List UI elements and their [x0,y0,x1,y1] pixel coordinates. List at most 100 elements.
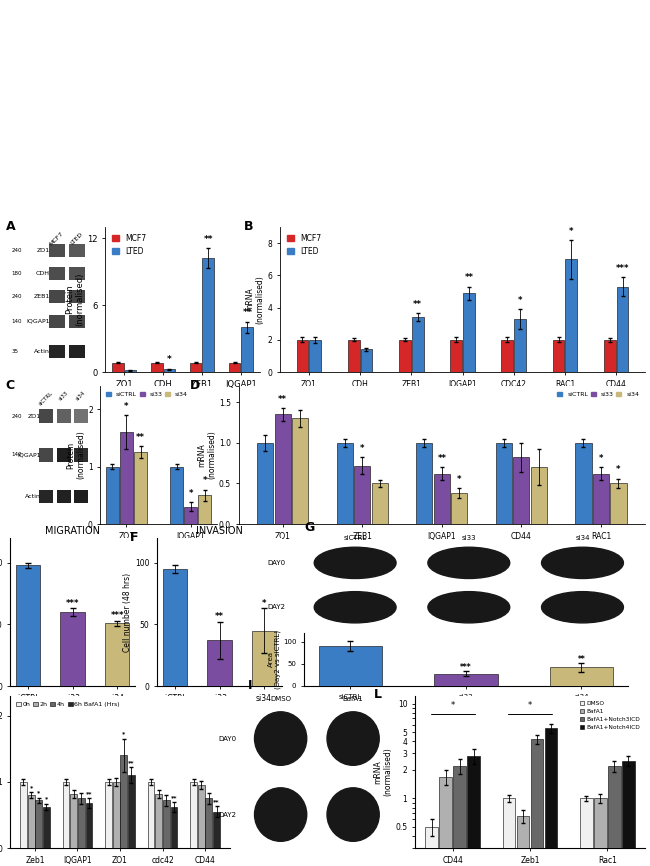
Text: **: ** [136,433,145,443]
Text: IQGAP1: IQGAP1 [18,453,41,457]
Legend: DMSO, BafA1, BafA1+Notch3ICD, BafA1+Notch4ICD: DMSO, BafA1, BafA1+Notch3ICD, BafA1+Notc… [577,699,642,733]
Bar [242,327,253,372]
Bar [49,314,65,327]
Y-axis label: mRNA
(normalised): mRNA (normalised) [373,747,393,797]
Bar [151,363,162,372]
Text: **: ** [242,308,252,318]
Bar [434,674,498,686]
Text: *: * [203,476,207,485]
Bar [608,766,621,866]
Bar [74,410,88,423]
Bar [125,371,136,372]
Text: 35: 35 [12,349,19,354]
Bar [198,785,205,848]
Bar [467,756,480,866]
Text: *: * [518,296,523,305]
Bar [68,243,84,256]
Bar [434,474,450,524]
Circle shape [428,547,510,578]
Circle shape [314,591,396,623]
Text: **: ** [413,300,423,309]
Text: ***: *** [616,263,629,273]
Text: 3: 3 [252,839,255,844]
Text: L: L [374,688,382,701]
Bar [257,443,273,524]
Text: C: C [6,379,15,392]
Bar [49,346,65,359]
Legend: MCF7, LTED: MCF7, LTED [284,231,324,259]
Bar [57,489,71,503]
Text: *: * [29,785,32,790]
Text: *: * [188,489,193,498]
Text: CDH: CDH [36,271,49,276]
Text: *: * [528,701,532,710]
Text: G: G [304,520,314,533]
Y-axis label: Area
(Day2 vs siCTRL): Area (Day2 vs siCTRL) [268,630,281,688]
Bar [155,794,162,848]
Bar [622,760,634,866]
Text: 1.7: 1.7 [324,839,333,844]
Text: ***: *** [66,598,79,608]
Text: *: * [262,598,266,608]
Bar [106,467,119,524]
Bar [610,483,627,524]
Text: 240: 240 [12,414,22,419]
Bar [164,369,175,372]
Bar [105,782,112,848]
Bar [112,782,120,848]
Text: *: * [124,402,129,410]
Bar [426,827,438,866]
Bar [550,668,613,686]
Text: IQGAP1: IQGAP1 [26,319,49,324]
Bar [252,630,276,686]
Text: B: B [244,220,253,233]
Text: DAY2: DAY2 [218,811,236,818]
Bar [57,448,71,462]
Bar [213,811,220,848]
Y-axis label: mRNA
(normalised): mRNA (normalised) [197,430,216,480]
Text: 240: 240 [12,294,22,299]
Bar [86,803,92,848]
Bar [496,443,512,524]
Bar [594,798,606,866]
Text: si33: si33 [462,535,476,541]
Text: *: * [450,701,455,710]
Bar [163,800,170,848]
Text: *: * [569,227,573,236]
Bar [190,782,197,848]
Bar [185,507,198,524]
Text: **: ** [578,655,586,663]
Text: *: * [457,475,462,484]
Text: D: D [190,379,200,392]
Bar [275,415,291,524]
Bar [60,612,84,686]
Text: 140: 140 [12,453,22,457]
Bar [170,467,183,524]
Text: **: ** [215,612,224,622]
Bar [16,565,40,686]
Bar [78,798,84,848]
Bar [49,267,65,280]
Text: *: * [122,731,125,736]
Bar [68,346,84,359]
Text: 140: 140 [12,319,22,324]
Text: **: ** [128,759,135,765]
Bar [593,474,609,524]
Legend: siCTRL, si33, si34: siCTRL, si33, si34 [103,389,190,399]
Bar [503,798,515,866]
Text: *: * [599,454,603,463]
Bar [514,319,526,372]
Circle shape [327,788,379,841]
Text: LTED: LTED [70,231,84,246]
Bar [309,339,321,372]
Bar [205,798,213,848]
Circle shape [255,712,307,766]
Text: **: ** [86,791,92,796]
Circle shape [541,547,623,578]
Bar [57,410,71,423]
Bar [296,339,308,372]
Bar [120,755,127,848]
Text: 0.71: 0.71 [536,620,550,625]
Text: A: A [5,220,15,233]
Circle shape [541,591,623,623]
